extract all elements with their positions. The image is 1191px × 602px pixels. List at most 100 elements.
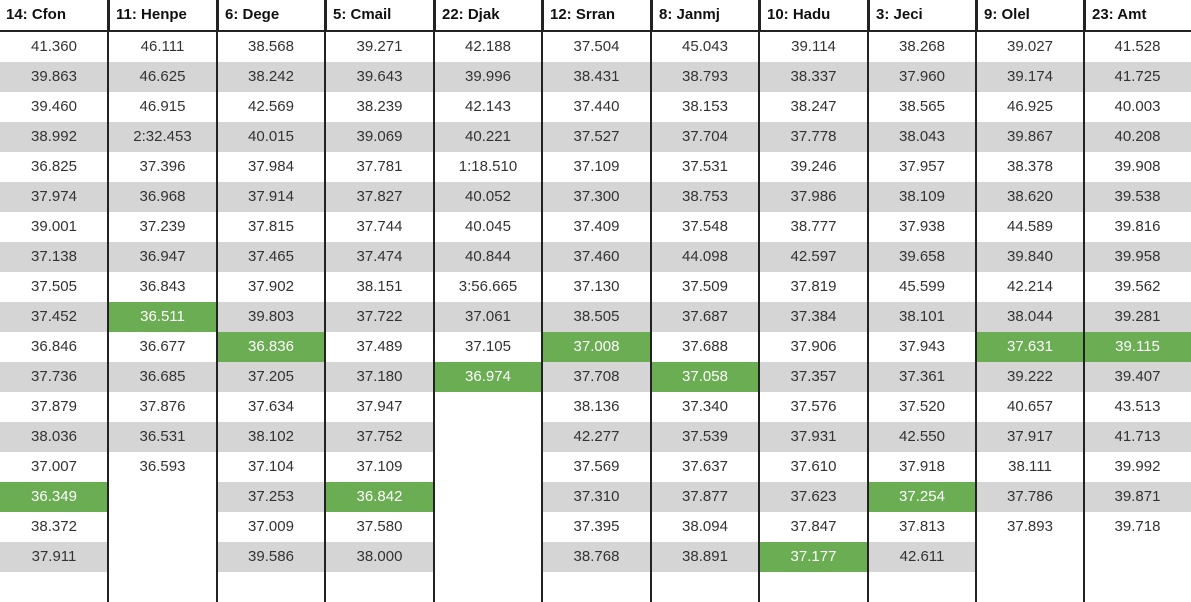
lap-cell: 39.586: [248, 548, 294, 565]
lap-cell: 38.043: [899, 128, 945, 145]
lap-cell: 38.036: [31, 428, 77, 445]
empty-cell: [1084, 542, 1191, 572]
lap-cell: 42.214: [1007, 278, 1053, 295]
lap-cell: 37.778: [790, 128, 837, 145]
lap-cell: 38.793: [682, 68, 728, 85]
empty-cell: [651, 572, 759, 602]
lap-cell: 40.208: [1114, 128, 1161, 145]
lap-cell: 39.863: [31, 68, 77, 85]
lap-cell: 37.548: [682, 218, 728, 235]
empty-cell: [434, 482, 542, 512]
lap-cell: 36.685: [139, 368, 186, 385]
lap-cell: 42.277: [573, 428, 620, 445]
column-header: 14: Cfon: [6, 6, 66, 23]
lap-cell: 37.384: [790, 308, 837, 325]
lap-cell: 37.943: [899, 338, 945, 355]
lap-cell: 37.310: [573, 488, 620, 505]
lap-cell: 39.867: [1007, 128, 1053, 145]
lap-cell: 38.239: [356, 98, 403, 115]
lap-cell: 38.372: [31, 518, 77, 535]
lap-cell: 37.917: [1007, 428, 1053, 445]
lap-cell: 42.143: [465, 98, 511, 115]
lap-cell: 38.136: [573, 398, 620, 415]
lap-cell: 37.180: [356, 368, 403, 385]
lap-cell: 42.550: [899, 428, 945, 445]
lap-cell: 37.357: [790, 368, 837, 385]
lap-cell: 37.781: [356, 158, 403, 175]
best-lap-cell: 37.058: [651, 362, 759, 392]
lap-cell: 3:56.665: [458, 278, 518, 295]
lap-cell: 46.625: [139, 68, 186, 85]
lap-cell: 39.407: [1114, 368, 1161, 385]
lap-cell: 37.688: [682, 338, 728, 355]
column-divider: [867, 0, 869, 602]
lap-cell: 37.610: [790, 458, 837, 475]
row-band: [0, 242, 1191, 272]
lap-cell: 37.722: [356, 308, 403, 325]
best-lap-cell: 37.254: [868, 482, 976, 512]
lap-cell: 36.593: [139, 458, 186, 475]
lap-cell: 37.527: [573, 128, 620, 145]
empty-cell: [434, 512, 542, 542]
lap-cell: 37.239: [139, 218, 186, 235]
best-lap-cell: 36.349: [0, 482, 108, 512]
empty-cell: [108, 542, 217, 572]
lap-cell: 37.623: [790, 488, 837, 505]
column-header: 22: Djak: [434, 0, 542, 30]
lap-cell: 39.958: [1114, 248, 1161, 265]
column-divider: [650, 0, 652, 602]
lap-cell: 37.819: [790, 278, 837, 295]
lap-cell: 37.786: [1007, 488, 1053, 505]
best-lap-cell: 36.974: [434, 362, 542, 392]
lap-cell: 37.531: [682, 158, 728, 175]
lap-cell: 39.816: [1114, 218, 1161, 235]
lap-cell: 38.777: [790, 218, 837, 235]
best-lap-cell: 37.008: [542, 332, 651, 362]
header-row: 14: Cfon 11: Henpe 6: Dege 5: Cmail 22: Djak…: [0, 0, 1191, 32]
lap-cell: 41.713: [1114, 428, 1161, 445]
empty-cell: [759, 572, 868, 602]
lap-cell: 45.599: [899, 278, 945, 295]
lap-cell: 41.360: [31, 38, 77, 55]
lap-cell: 38.101: [899, 308, 945, 325]
lap-cell: 39.222: [1007, 368, 1053, 385]
lap-cell: 37.489: [356, 338, 403, 355]
empty-cell: [434, 572, 542, 602]
lap-cell: 38.505: [573, 308, 620, 325]
lap-cell: 36.947: [139, 248, 186, 265]
lap-cell: 39.027: [1007, 38, 1053, 55]
lap-cell: 42.611: [899, 548, 945, 565]
lap-cell: 40.221: [465, 128, 511, 145]
lap-cell: 40.015: [248, 128, 294, 145]
column-header: 8: Janmj: [651, 0, 759, 30]
lap-cell: 39.840: [1007, 248, 1053, 265]
lap-cell: 37.105: [465, 338, 511, 355]
lap-cell: 40.844: [465, 248, 511, 265]
column-divider: [216, 0, 218, 602]
lap-cell: 36.531: [139, 428, 186, 445]
lap-cell: 42.569: [248, 98, 294, 115]
lap-cell: 37.911: [31, 548, 77, 565]
best-lap-cell: 36.836: [217, 332, 325, 362]
lap-cell: 37.637: [682, 458, 728, 475]
lap-cell: 38.044: [1007, 308, 1053, 325]
empty-cell: [0, 572, 108, 602]
lap-cell: 37.539: [682, 428, 728, 445]
lap-cell: 38.431: [573, 68, 620, 85]
lap-cell: 38.102: [248, 428, 294, 445]
column-header: 12: Srran: [542, 0, 651, 30]
lap-cell: 39.174: [1007, 68, 1053, 85]
lap-cell: 41.528: [1114, 38, 1161, 55]
column-divider: [541, 0, 543, 602]
lap-cell: 37.440: [573, 98, 620, 115]
row-band: [0, 362, 1191, 392]
lap-cell: 38.247: [790, 98, 837, 115]
lap-cell: 38.094: [682, 518, 728, 535]
lap-cell: 38.109: [899, 188, 945, 205]
lap-cell: 38.768: [573, 548, 620, 565]
lap-cell: 37.708: [573, 368, 620, 385]
column-divider: [433, 0, 435, 602]
empty-cell: [868, 572, 976, 602]
lap-cell: 37.984: [248, 158, 294, 175]
